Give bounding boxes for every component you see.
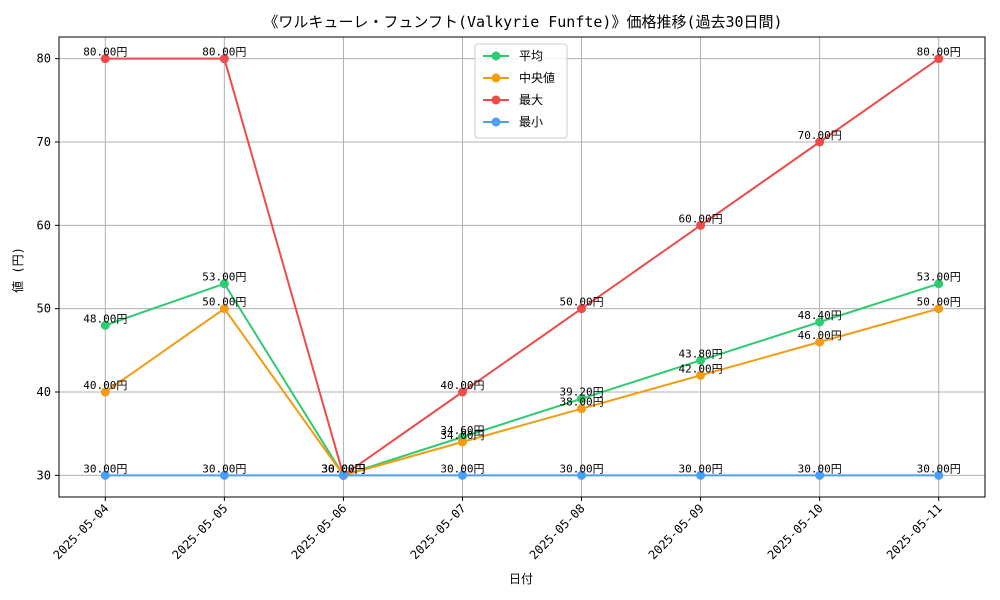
data-label: 30.00円 [321,462,365,475]
data-label: 30.00円 [321,462,365,475]
data-point [100,54,110,64]
data-point [815,317,825,327]
data-point [815,137,825,147]
data-point [457,387,467,397]
data-point [219,279,229,289]
data-label: 38.00円 [559,396,603,409]
data-point [100,320,110,330]
data-point [338,470,348,480]
data-point [934,304,944,314]
data-label: 43.80円 [679,347,723,360]
data-label: 60.00円 [679,212,723,225]
data-point [577,404,587,414]
data-label: 39.20円 [559,386,603,399]
data-labels: 48.00円 53.00円 30.00円 34.60円 39.20円 43.80円 48.4… [83,46,961,476]
y-axis-ticks: 30 40 50 60 70 80 [37,52,59,482]
data-point [696,470,706,480]
data-point [100,387,110,397]
y-tick-label: 50 [37,302,51,316]
legend-entry: 平均 [519,49,543,63]
data-point [815,470,825,480]
data-point [934,279,944,289]
data-label: 30.00円 [917,462,961,475]
data-point [934,54,944,64]
data-point [457,437,467,447]
legend-entry: 最小 [519,115,543,129]
data-point [219,54,229,64]
data-label: 53.00円 [917,271,961,284]
y-tick-label: 80 [37,52,51,66]
series-line [105,57,940,477]
data-point [219,304,229,314]
y-tick-label: 70 [37,135,51,149]
legend-box [474,43,568,139]
chart-title: 《ワルキューレ・フュンフト(Valkyrie Funfte)》価格推移(過去30… [263,13,782,31]
data-label: 42.00円 [679,362,723,375]
plot-frame [58,36,986,498]
data-label: 40.00円 [440,379,484,392]
data-point [457,470,467,480]
data-label: 70.00円 [798,129,842,142]
data-label: 48.00円 [83,312,127,325]
data-point [696,220,706,230]
data-label: 80.00円 [917,46,961,59]
data-point [934,470,944,480]
data-label: 30.00円 [202,462,246,475]
data-label: 50.00円 [917,296,961,309]
data-label: 34.60円 [440,424,484,437]
data-point [577,304,587,314]
data-point [577,394,587,404]
data-label: 34.00円 [440,429,484,442]
legend-swatch-marker [491,73,501,83]
y-tick-label: 40 [37,385,51,399]
data-label: 30.00円 [679,462,723,475]
data-label: 30.00円 [559,462,603,475]
data-point [219,470,229,480]
legend-swatch-marker [491,51,501,61]
data-label: 80.00円 [202,46,246,59]
data-label: 30.00円 [798,462,842,475]
data-label: 50.00円 [559,296,603,309]
legend-entry: 最大 [519,93,543,107]
series-line [104,307,939,477]
data-point [100,470,110,480]
data-point [815,337,825,347]
data-label: 30.00円 [440,462,484,475]
legend-swatch-marker [491,117,501,127]
data-point [696,355,706,365]
legend-swatch-marker [491,95,501,105]
y-tick-label: 60 [37,218,51,232]
legend-entry: 中央値 [519,70,555,85]
x-axis-label: 日付 [509,572,533,586]
series-line [104,282,940,477]
data-label: 46.00円 [798,329,842,342]
data-label: 30.00円 [321,462,365,475]
data-label: 50.00円 [202,296,246,309]
data-point [577,470,587,480]
data-label: 30.00円 [83,462,127,475]
data-label: 40.00円 [83,379,127,392]
data-label: 53.00円 [202,271,246,284]
data-label: 30.00円 [321,462,365,475]
data-label: 80.00円 [83,46,127,59]
y-tick-label: 30 [37,468,51,482]
data-point [696,370,706,380]
series-group [100,54,944,480]
y-axis-label: 値 (円) [10,247,25,293]
data-label: 48.40円 [798,309,842,322]
